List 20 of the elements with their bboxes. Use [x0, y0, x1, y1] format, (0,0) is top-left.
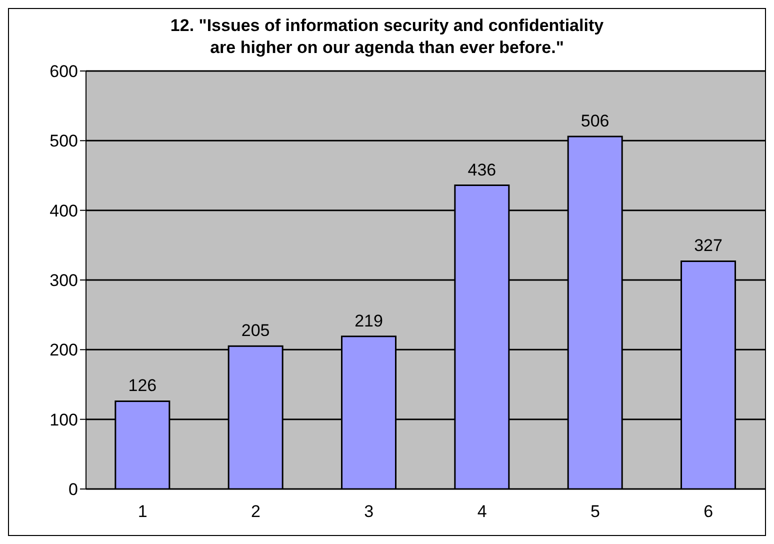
- chart-title: 12. "Issues of information security and confidentiality are higher on our agenda than ever before.": [169, 15, 605, 59]
- x-tick-label: 5: [590, 502, 600, 522]
- data-label: 126: [128, 376, 157, 396]
- y-tick-label: 0: [68, 480, 78, 500]
- data-label: 205: [241, 321, 270, 340]
- data-label: 506: [580, 111, 610, 130]
- x-tick-label: 2: [251, 502, 260, 522]
- data-label: 327: [694, 236, 722, 256]
- y-tick-label: 500: [50, 132, 78, 151]
- x-tick-label: 1: [138, 502, 148, 522]
- data-label: 436: [468, 160, 496, 180]
- y-tick-label: 600: [50, 62, 78, 82]
- data-label: 219: [354, 311, 383, 330]
- x-tick-label: 6: [704, 502, 714, 522]
- y-tick-label: 300: [50, 271, 78, 290]
- x-tick-label: 4: [477, 502, 487, 522]
- x-tick-label: 3: [364, 502, 374, 522]
- y-tick-label: 200: [50, 340, 78, 360]
- y-tick-label: 400: [50, 201, 78, 220]
- y-tick-label: 100: [50, 410, 78, 430]
